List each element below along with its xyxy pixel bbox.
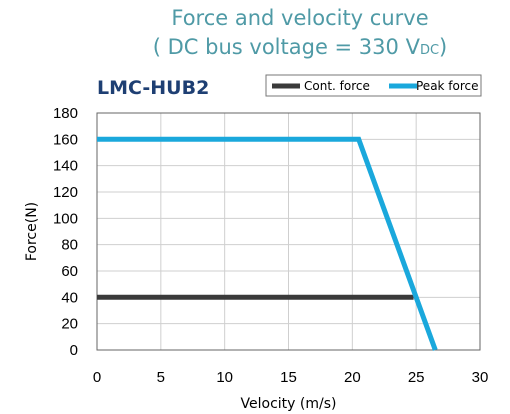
plot-frame	[96, 112, 481, 351]
y-tick-label: 20	[61, 316, 78, 333]
title-voltage-prefix: ( DC bus voltage = 330 V	[152, 35, 420, 59]
y-tick-label: 40	[61, 289, 78, 306]
legend-label: Peak force	[416, 79, 479, 93]
x-tick-label: 25	[408, 369, 425, 386]
title-voltage-suffix: )	[439, 35, 448, 59]
y-tick-label: 100	[53, 210, 78, 227]
chart-title: Force and velocity curve	[171, 6, 429, 30]
y-tick-label: 160	[53, 131, 78, 148]
legend: Cont. force Peak force	[265, 74, 482, 97]
y-tick-label: 0	[70, 342, 78, 359]
series-line-peak-force	[97, 136, 438, 351]
x-tick-label: 10	[216, 369, 233, 386]
title-voltage-subscript: DC	[419, 43, 440, 58]
legend-box	[265, 74, 482, 97]
x-tick-label: 15	[280, 369, 297, 386]
y-tick-label: 120	[53, 184, 78, 201]
x-tick-label: 0	[93, 369, 101, 386]
y-tick-label: 180	[53, 105, 78, 122]
y-tick-label: 60	[61, 263, 78, 280]
x-tick-labels: 0 5 10 15 20 25 30	[93, 369, 489, 386]
chart-title-line2: ( DC bus voltage = 330 VDC)	[0, 35, 510, 59]
series-lines	[97, 136, 438, 351]
x-axis-label: Velocity (m/s)	[241, 396, 337, 412]
y-axis-label: Force(N)	[24, 202, 40, 261]
legend-label: Cont. force	[304, 79, 370, 93]
y-tick-label: 140	[53, 158, 78, 175]
x-tick-label: 5	[157, 369, 165, 386]
x-tick-label: 30	[472, 369, 489, 386]
chart-subtitle: LMC-HUB2	[97, 77, 210, 99]
y-tick-labels: 0 20 40 60 80 100 120 140 160 180	[53, 105, 78, 359]
y-tick-label: 80	[61, 237, 78, 254]
x-tick-label: 20	[344, 369, 361, 386]
